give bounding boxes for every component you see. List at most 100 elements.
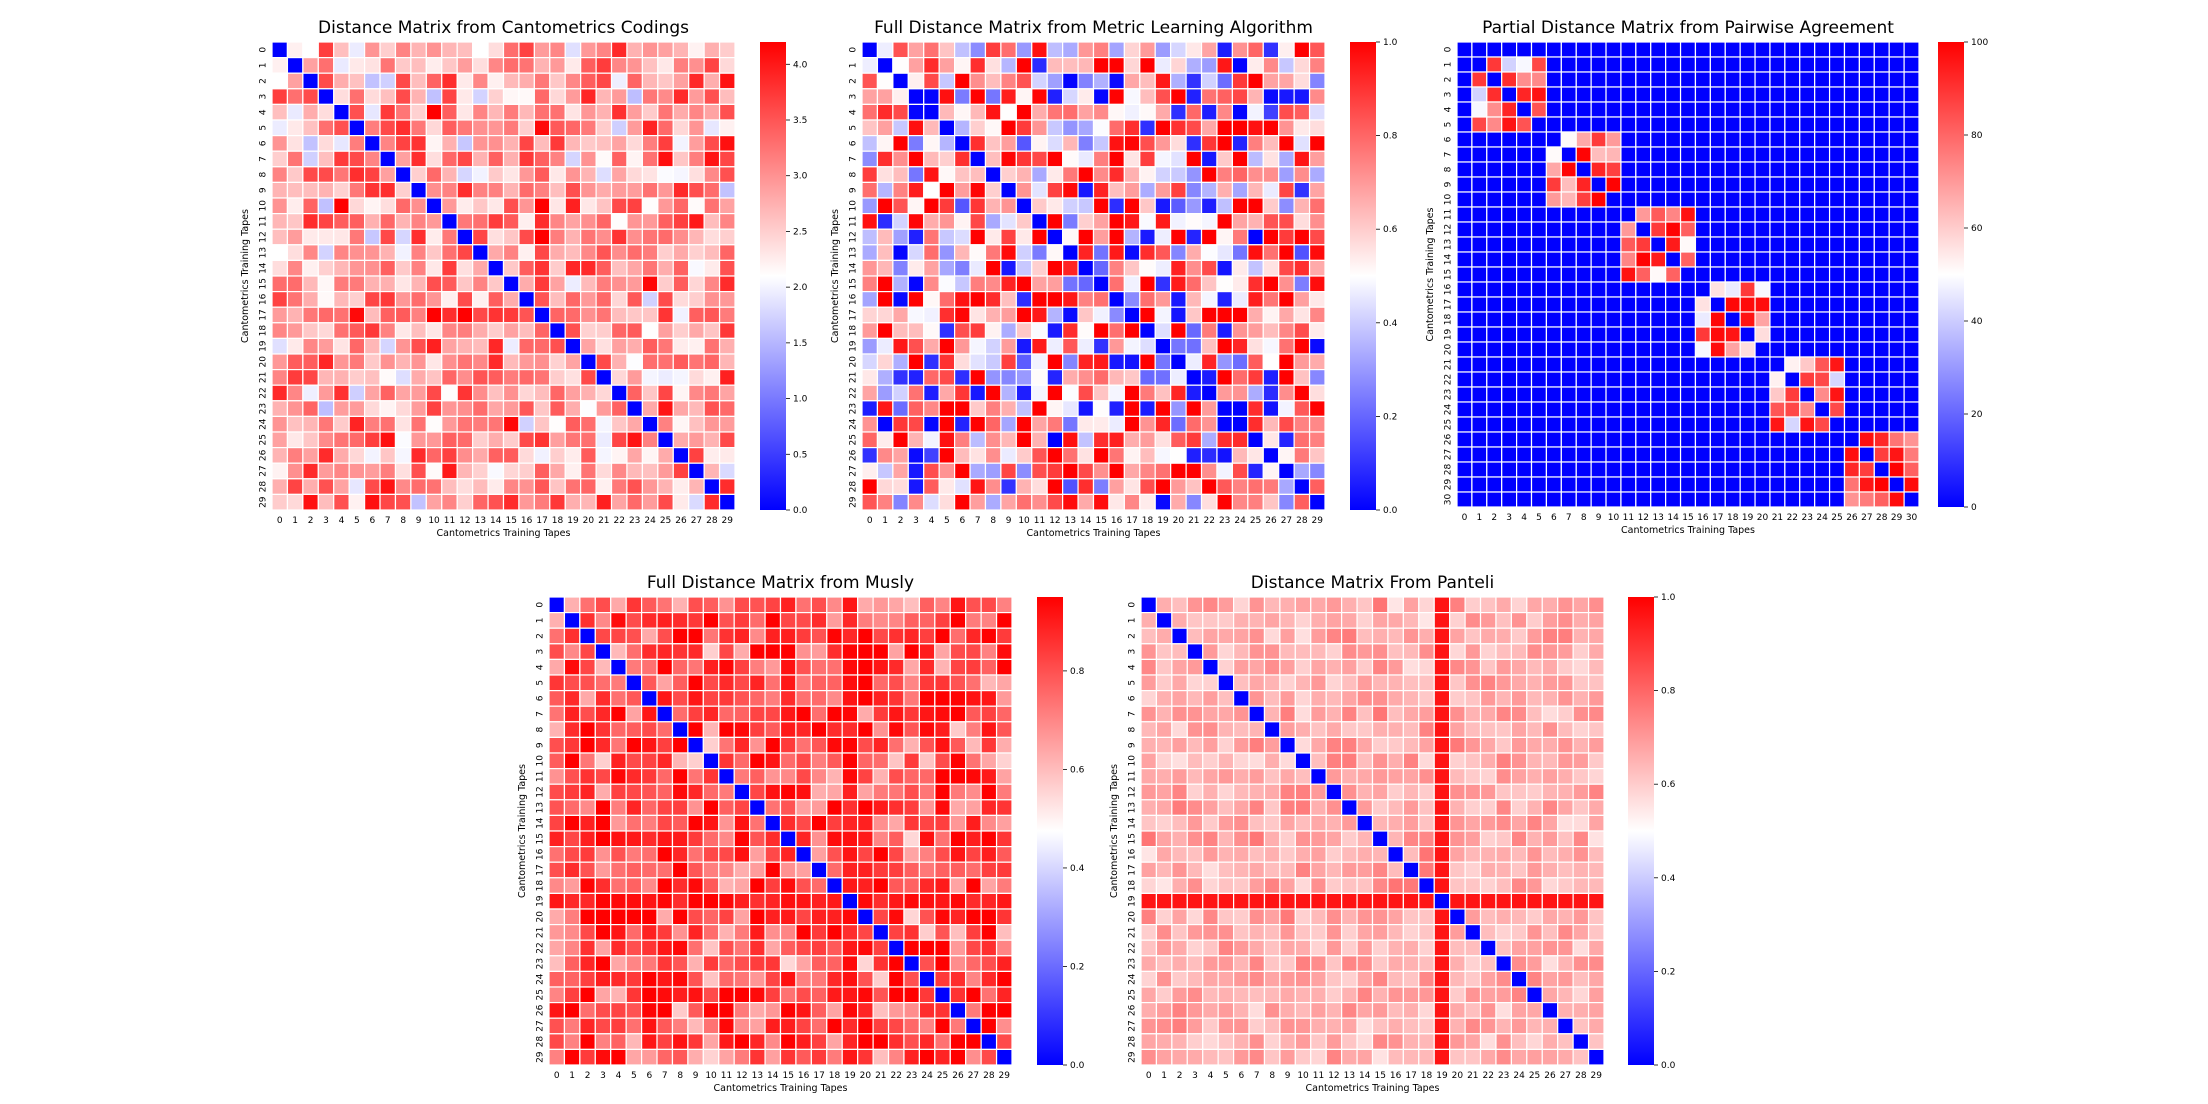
heatmap-cell bbox=[1139, 400, 1156, 417]
heatmap-cell bbox=[1620, 311, 1637, 328]
heatmap-cell bbox=[394, 306, 412, 324]
heatmap-cell bbox=[563, 814, 581, 832]
heatmap-cell bbox=[1247, 478, 1264, 495]
heatmap-cell bbox=[1232, 1001, 1250, 1019]
heatmap-cell bbox=[1724, 86, 1741, 103]
heatmap-cell bbox=[1545, 266, 1562, 283]
heatmap-cell bbox=[1575, 56, 1592, 73]
heatmap-cell bbox=[1495, 908, 1512, 926]
heatmap-cell bbox=[1000, 259, 1017, 277]
colorbar-tick-label: 1.5 bbox=[793, 339, 807, 349]
heatmap-cell bbox=[1341, 1001, 1358, 1019]
heatmap-cell bbox=[984, 431, 1002, 449]
heatmap-cell bbox=[733, 877, 751, 894]
heatmap-cell bbox=[317, 478, 335, 495]
heatmap-cell bbox=[779, 923, 797, 941]
heatmap-cell bbox=[1572, 752, 1590, 770]
y-tick-label: 1 bbox=[849, 63, 859, 69]
heatmap-cell bbox=[625, 830, 643, 848]
heatmap-cell bbox=[923, 228, 940, 246]
heatmap-cell bbox=[1799, 146, 1816, 163]
heatmap-cell bbox=[1495, 814, 1512, 832]
heatmap-cell bbox=[549, 56, 566, 74]
heatmap-cell bbox=[938, 72, 956, 90]
heatmap-cell bbox=[1216, 306, 1233, 324]
heatmap-cell bbox=[1402, 830, 1420, 848]
heatmap-cell bbox=[1501, 221, 1518, 238]
heatmap-cell bbox=[641, 228, 659, 246]
heatmap-cell bbox=[1784, 221, 1801, 238]
heatmap-cell bbox=[1814, 371, 1831, 388]
heatmap-cell bbox=[364, 478, 381, 495]
heatmap-cell bbox=[779, 627, 797, 645]
heatmap-cell bbox=[626, 275, 643, 293]
heatmap-cell bbox=[656, 1048, 674, 1066]
heatmap-cell bbox=[1635, 371, 1652, 388]
heatmap-cell bbox=[749, 1017, 766, 1035]
heatmap-cell bbox=[687, 970, 704, 988]
heatmap-cell bbox=[949, 674, 967, 692]
heatmap-cell bbox=[1739, 176, 1756, 193]
y-tick-label: 20 bbox=[1128, 911, 1138, 923]
heatmap-cell bbox=[563, 596, 581, 614]
heatmap-cell bbox=[1575, 176, 1592, 193]
heatmap-cell bbox=[1799, 176, 1816, 193]
heatmap-cell bbox=[641, 369, 659, 386]
y-tick-label: 16 bbox=[259, 293, 269, 305]
heatmap-cell bbox=[965, 814, 982, 832]
heatmap-cell bbox=[1185, 291, 1203, 308]
heatmap-cell bbox=[934, 627, 951, 645]
heatmap-cell bbox=[1843, 221, 1860, 238]
x-tick-label: 5 bbox=[1536, 513, 1542, 523]
heatmap-cell bbox=[1231, 88, 1249, 106]
heatmap-cell bbox=[286, 478, 304, 495]
heatmap-cell bbox=[1356, 799, 1374, 816]
x-tick-label: 17 bbox=[1712, 513, 1723, 523]
heatmap-cell bbox=[1092, 135, 1110, 152]
heatmap-cell bbox=[718, 814, 735, 832]
heatmap-cell bbox=[441, 166, 458, 184]
heatmap-cell bbox=[749, 877, 766, 894]
heatmap-cell bbox=[657, 431, 674, 449]
heatmap-cell bbox=[348, 337, 366, 355]
heatmap-cell bbox=[1605, 401, 1622, 418]
heatmap-cell bbox=[1279, 1017, 1296, 1035]
heatmap-cell bbox=[687, 877, 704, 894]
heatmap-cell bbox=[984, 181, 1002, 199]
heatmap-cell bbox=[1799, 251, 1816, 268]
heatmap-cell bbox=[1575, 431, 1592, 448]
heatmap-cell bbox=[672, 353, 690, 371]
heatmap-cell bbox=[549, 337, 566, 355]
heatmap-cell bbox=[1526, 1048, 1543, 1066]
heatmap-cell bbox=[1154, 150, 1172, 168]
heatmap-cell bbox=[625, 799, 643, 816]
heatmap-cell bbox=[1310, 752, 1327, 770]
heatmap-cell bbox=[953, 119, 971, 137]
heatmap-cell bbox=[394, 337, 412, 355]
heatmap-cell bbox=[1784, 86, 1801, 103]
heatmap-cell bbox=[1449, 627, 1466, 645]
heatmap-cell bbox=[1325, 627, 1343, 645]
heatmap-cell bbox=[410, 150, 427, 168]
heatmap-cell bbox=[564, 447, 582, 464]
heatmap-cell bbox=[1541, 627, 1559, 645]
heatmap-cell bbox=[1679, 326, 1697, 343]
heatmap-cell bbox=[934, 955, 951, 972]
heatmap-cell bbox=[1709, 116, 1726, 133]
heatmap-cell bbox=[841, 861, 859, 879]
heatmap-cell bbox=[1464, 1001, 1482, 1019]
heatmap-cell bbox=[1155, 611, 1173, 629]
heatmap-cell bbox=[364, 322, 381, 339]
x-tick-label: 1 bbox=[1476, 513, 1482, 523]
heatmap-cell bbox=[317, 369, 335, 386]
x-tick-label: 12 bbox=[1328, 1071, 1339, 1081]
heatmap-cell bbox=[1635, 176, 1652, 193]
heatmap-cell bbox=[1464, 799, 1482, 816]
heatmap-cell bbox=[594, 908, 612, 926]
heatmap-cell bbox=[718, 705, 735, 723]
heatmap-cell bbox=[549, 353, 566, 371]
heatmap-cell bbox=[876, 322, 894, 339]
heatmap-cell bbox=[1495, 627, 1512, 645]
heatmap-cell bbox=[1231, 197, 1249, 215]
heatmap-cell bbox=[1471, 131, 1488, 148]
